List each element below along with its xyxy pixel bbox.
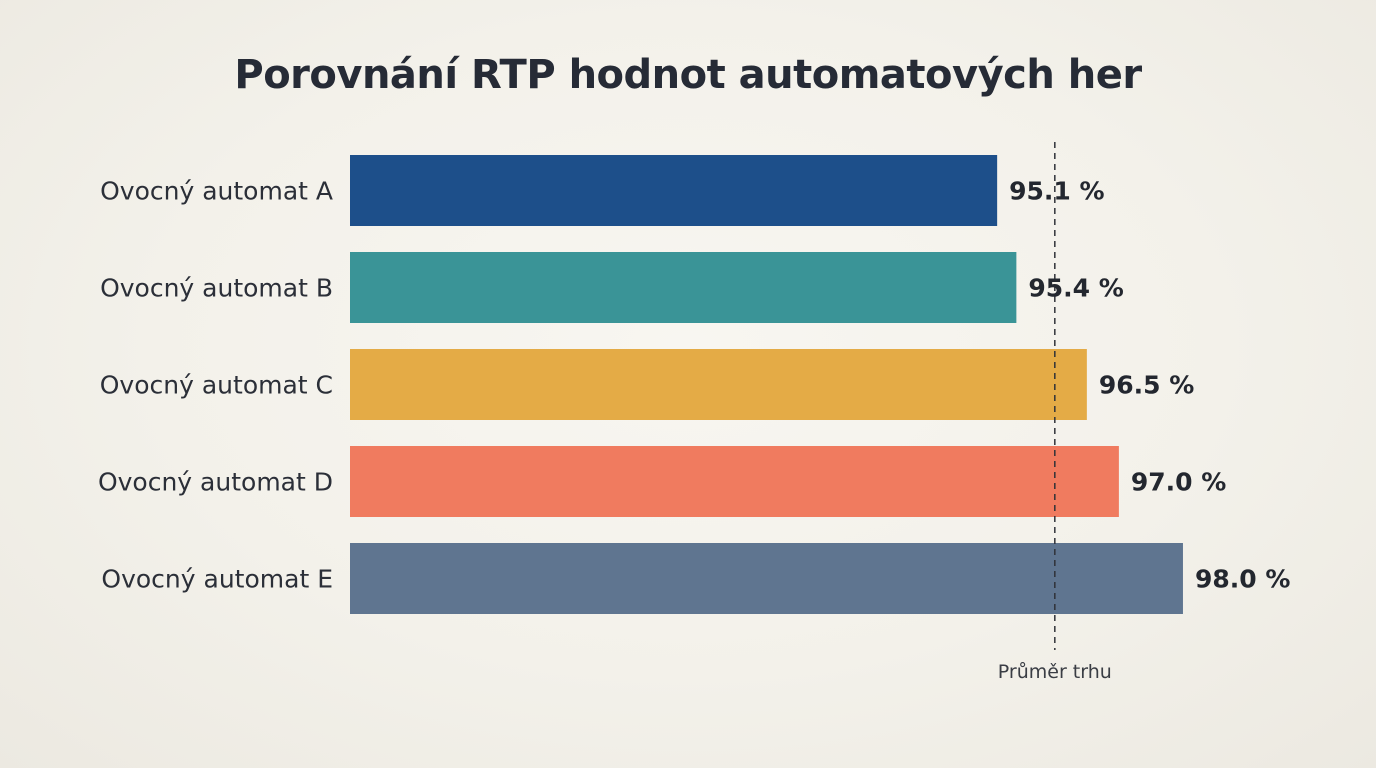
bar-a: [350, 155, 998, 226]
bar-e: [350, 543, 1183, 614]
bar-c: [350, 349, 1087, 420]
category-label: Ovocný automat D: [98, 468, 333, 497]
labels-layer: Ovocný automat A 95.1 % Ovocný automat B 95…: [98, 177, 1290, 594]
value-label: 95.1 %: [1009, 177, 1104, 206]
bars-layer: [350, 155, 1183, 614]
bar-b: [350, 252, 1017, 323]
reference-line-label: Průměr trhu: [998, 661, 1112, 683]
category-label: Ovocný automat B: [100, 274, 333, 303]
category-label: Ovocný automat C: [100, 371, 333, 400]
reference-line-layer: Průměr trhu: [998, 142, 1112, 683]
category-label: Ovocný automat E: [101, 565, 333, 594]
bar-d: [350, 446, 1119, 517]
value-label: 95.4 %: [1028, 274, 1123, 303]
category-label: Ovocný automat A: [100, 177, 333, 206]
value-label: 98.0 %: [1195, 565, 1290, 594]
value-label: 97.0 %: [1131, 468, 1226, 497]
chart-title: Porovnání RTP hodnot automatových her: [234, 52, 1142, 98]
value-label: 96.5 %: [1099, 371, 1194, 400]
